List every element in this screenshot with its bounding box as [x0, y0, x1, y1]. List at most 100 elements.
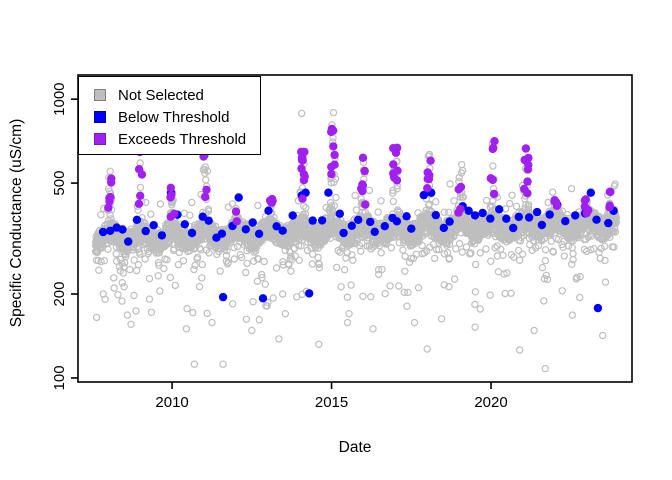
data-point — [107, 215, 115, 223]
data-point — [123, 311, 132, 319]
data-point — [489, 189, 499, 199]
y-tick-label: 500 — [51, 171, 68, 196]
data-point — [188, 198, 196, 207]
data-point — [587, 245, 595, 254]
x-axis: 2010 2015 2020 — [155, 382, 508, 411]
y-tick-label: 100 — [51, 365, 68, 390]
data-point — [351, 191, 359, 200]
data-point — [347, 281, 355, 289]
data-point — [106, 226, 115, 235]
data-point — [197, 246, 205, 254]
data-point — [530, 326, 538, 335]
data-point — [611, 228, 620, 236]
data-point — [224, 258, 232, 266]
data-point — [327, 169, 336, 179]
data-point — [524, 213, 534, 222]
data-point — [544, 198, 552, 207]
data-point — [358, 181, 368, 190]
data-point — [561, 217, 570, 226]
data-point — [424, 172, 434, 181]
data-point — [454, 185, 463, 194]
data-point — [340, 266, 349, 274]
data-point — [402, 212, 411, 221]
data-point — [569, 255, 577, 264]
data-point — [219, 360, 227, 368]
data-point — [508, 191, 516, 199]
data-point — [183, 304, 191, 313]
data-point — [366, 217, 375, 227]
data-point — [488, 144, 497, 154]
data-point — [203, 309, 211, 318]
data-point — [593, 303, 603, 313]
data-point — [120, 283, 128, 291]
data-point — [110, 274, 118, 282]
data-point — [230, 255, 238, 263]
data-point — [377, 249, 385, 257]
data-point — [404, 288, 412, 297]
legend-item-label: Below Threshold — [118, 108, 230, 126]
data-point — [155, 261, 163, 269]
data-point — [454, 208, 463, 217]
data-point — [501, 289, 509, 298]
data-point — [541, 256, 550, 265]
data-point — [228, 300, 237, 308]
data-point — [487, 203, 495, 212]
data-point — [254, 201, 262, 210]
data-point — [592, 215, 601, 224]
legend-item-exceeds-threshold: Exceeds Threshold — [79, 128, 260, 150]
data-point — [576, 293, 584, 302]
data-point — [98, 227, 108, 237]
x-tick-label: 2020 — [474, 394, 507, 411]
data-point — [462, 243, 471, 251]
data-point — [223, 246, 231, 255]
data-point — [590, 244, 598, 253]
data-point — [534, 242, 543, 250]
data-point — [261, 280, 269, 288]
data-point — [198, 260, 206, 269]
data-point — [201, 192, 210, 202]
data-point — [387, 243, 396, 252]
data-point — [596, 254, 604, 263]
data-point — [141, 198, 150, 207]
data-point — [195, 282, 204, 291]
x-tick-label: 2010 — [155, 394, 188, 411]
data-point — [258, 294, 268, 303]
data-point — [230, 243, 238, 252]
data-point — [149, 221, 158, 230]
data-point — [568, 311, 577, 319]
data-point — [600, 242, 609, 251]
data-point — [418, 241, 426, 250]
data-point — [514, 212, 523, 222]
data-point — [580, 196, 590, 205]
data-point — [253, 277, 262, 285]
data-point — [445, 254, 454, 262]
data-point — [392, 217, 402, 226]
data-point — [127, 320, 135, 328]
data-point — [489, 162, 497, 170]
legend-item-not-selected: Not Selected — [79, 84, 260, 106]
data-point — [182, 325, 191, 333]
data-point — [324, 188, 333, 197]
data-point — [423, 345, 431, 353]
data-point — [300, 202, 308, 210]
data-point — [537, 220, 547, 230]
data-point — [452, 245, 460, 253]
data-point — [370, 227, 379, 236]
legend-item-below-threshold: Below Threshold — [79, 106, 260, 128]
data-point — [490, 137, 499, 146]
data-point — [437, 315, 446, 323]
data-point — [145, 295, 154, 303]
data-point — [269, 294, 277, 302]
data-point — [339, 228, 348, 238]
data-point — [329, 108, 338, 117]
data-point — [403, 302, 411, 310]
data-point — [440, 208, 448, 216]
data-point — [141, 226, 150, 236]
data-point — [446, 180, 454, 188]
not-selected-swatch-icon — [94, 89, 106, 101]
data-point — [204, 207, 213, 215]
data-point — [179, 257, 188, 265]
data-point — [538, 263, 547, 272]
data-point — [401, 252, 409, 261]
